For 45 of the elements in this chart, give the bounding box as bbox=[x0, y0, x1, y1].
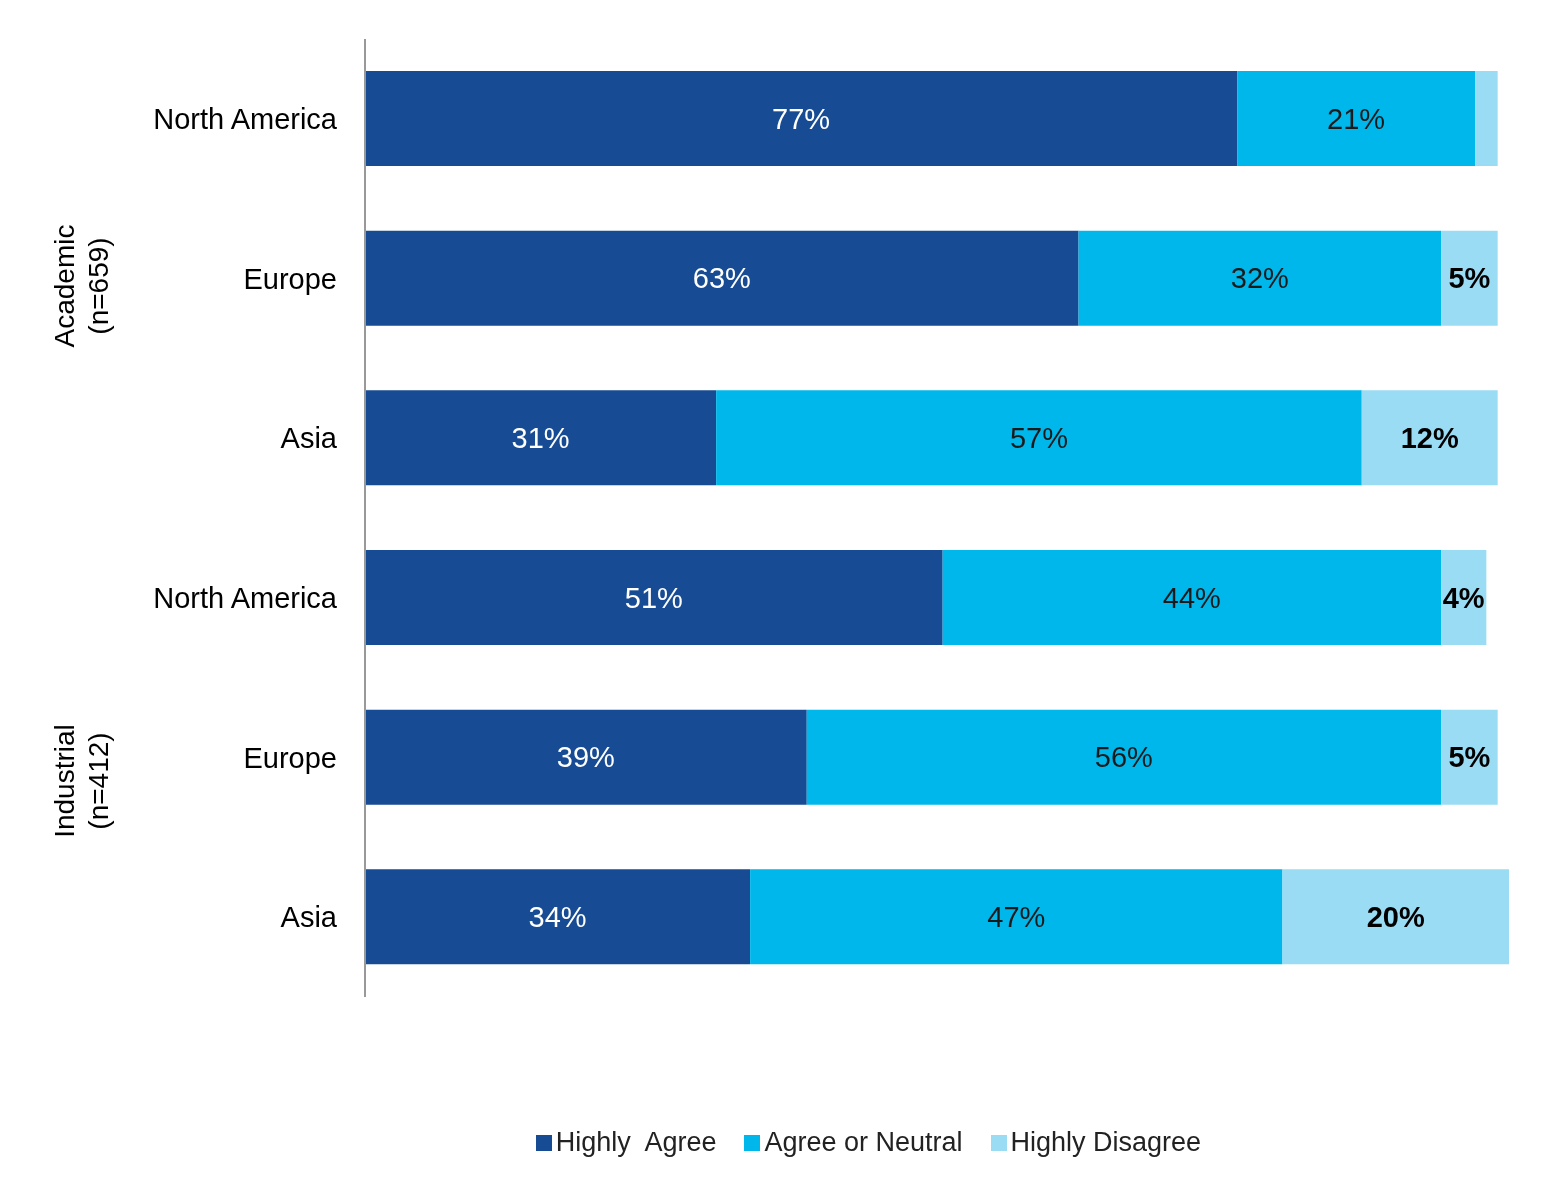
legend-label: Highly Agree bbox=[554, 1127, 717, 1158]
bar bbox=[750, 869, 1283, 965]
data-label: 77% bbox=[772, 102, 831, 135]
bar bbox=[1237, 71, 1476, 166]
text: Industrial (n=412) bbox=[48, 723, 115, 838]
data-label: 21% bbox=[1327, 102, 1386, 135]
bar bbox=[1441, 709, 1498, 805]
y-tick-label: Asia bbox=[280, 901, 338, 934]
bar bbox=[365, 230, 1079, 326]
data-label: 39% bbox=[556, 741, 615, 774]
bar bbox=[806, 709, 1442, 805]
y-tick-label: North America bbox=[153, 102, 338, 135]
legend-label: Agree or Neutral bbox=[763, 1127, 963, 1158]
y-tick-label: North America bbox=[153, 581, 338, 614]
data-label: 5% bbox=[1448, 741, 1491, 774]
bar bbox=[365, 869, 751, 965]
data-label: 12% bbox=[1400, 421, 1459, 454]
data-label: 47% bbox=[987, 900, 1046, 933]
data-label: 31% bbox=[511, 421, 570, 454]
bar bbox=[942, 550, 1442, 645]
data-label: 56% bbox=[1094, 741, 1153, 774]
y-tick-label: Europe bbox=[243, 262, 337, 295]
bar bbox=[365, 390, 717, 486]
bar bbox=[1441, 230, 1498, 326]
bar bbox=[1361, 390, 1498, 486]
data-label: 63% bbox=[692, 262, 751, 295]
data-label: 51% bbox=[624, 581, 683, 614]
bar bbox=[1078, 230, 1442, 326]
data-label: 20% bbox=[1366, 900, 1425, 933]
bar bbox=[365, 709, 807, 805]
y-tick-label: Europe bbox=[243, 741, 337, 774]
text: Academic (n=659) bbox=[48, 224, 115, 348]
data-label: 32% bbox=[1230, 262, 1289, 295]
data-label: 5% bbox=[1448, 262, 1491, 295]
data-label: 57% bbox=[1009, 421, 1068, 454]
data-label: 4% bbox=[1442, 581, 1485, 614]
bar bbox=[365, 71, 1238, 166]
y-tick-label: Asia bbox=[280, 422, 338, 455]
bar bbox=[716, 390, 1362, 486]
bar bbox=[365, 550, 943, 645]
data-label: 34% bbox=[528, 900, 587, 933]
bar bbox=[1475, 71, 1498, 166]
data-label: 44% bbox=[1162, 581, 1221, 614]
bar bbox=[1282, 869, 1509, 965]
legend-label: Highly Disagree bbox=[1009, 1127, 1202, 1158]
